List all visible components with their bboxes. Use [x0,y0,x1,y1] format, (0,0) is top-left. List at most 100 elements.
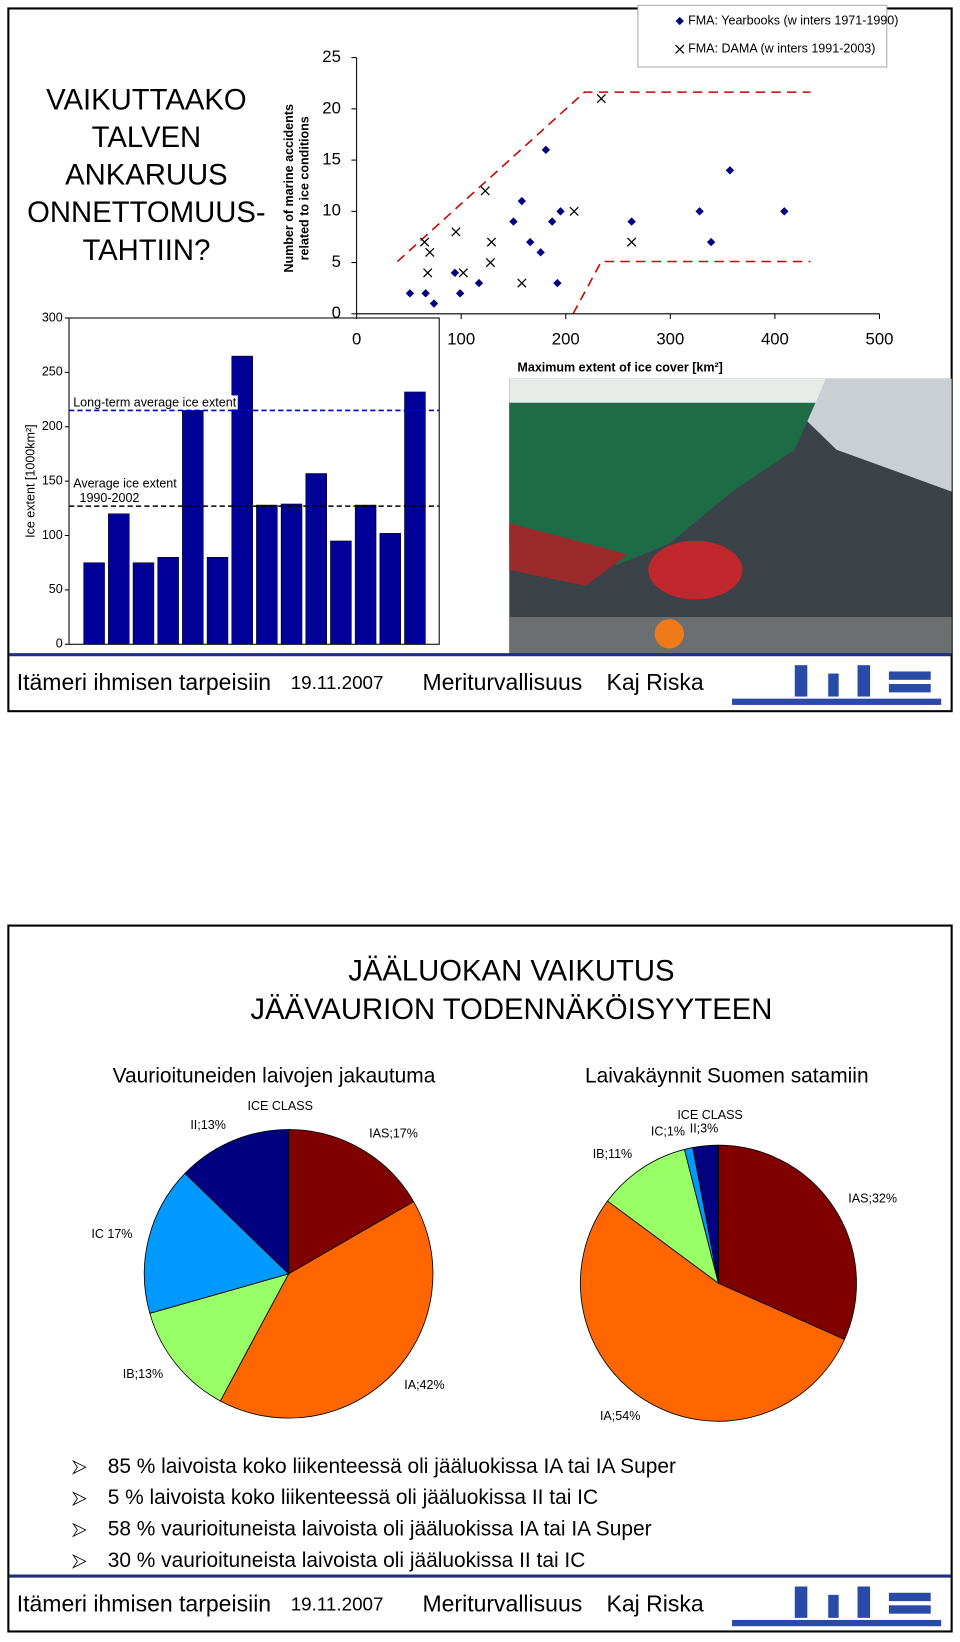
bar [206,556,229,645]
point [780,207,789,216]
bar [256,504,278,645]
bar [354,504,377,645]
legend-marker [675,44,685,54]
logo-part [888,684,931,693]
y-tick-label: 25 [322,47,341,66]
footer-date: 19.11.2007 [291,1593,384,1614]
bar [330,540,352,645]
pie-slice [149,1273,290,1402]
point [536,248,545,257]
legend-label: FMA: DAMA (w inters 1991-2003) [688,42,875,56]
y-tick-label: 0 [332,303,341,322]
footer-text: Meriturvallisuus [422,1590,582,1616]
pie-label: IB;13% [123,1367,163,1381]
bar [305,473,327,645]
pie-slice [184,1129,290,1275]
point [451,227,461,237]
logo [732,1586,942,1627]
pie-title: Laivakäynnit Suomen satamiin [585,1065,869,1088]
bullet-marker [71,1522,87,1538]
logo-part [888,671,931,680]
pie-label: IAS;32% [848,1191,897,1205]
logo-part [732,698,942,705]
point [547,217,557,226]
x-tick-label: 500 [866,329,894,348]
pie-label: IC 17% [91,1227,132,1241]
pie-slice [143,1172,290,1314]
pie-subtitle: ICE CLASS [248,1099,313,1113]
pie-label: IA;54% [600,1409,640,1423]
bar [108,513,130,645]
logo-part [888,1592,931,1602]
point [421,289,430,298]
bar [231,355,253,645]
reference-label: 1990-2002 [79,491,139,505]
pie-label: II;3% [690,1121,719,1135]
x-tick-label: 400 [761,329,789,348]
logo-part [794,665,808,697]
y-tick-label: 250 [42,365,63,379]
point [695,207,704,216]
footer-date: 19.11.2007 [291,672,384,693]
point [627,237,637,247]
legend-marker [675,16,684,26]
pie-slice [692,1144,719,1284]
bullet-text: 5 % laivoista koko liikenteessä oli jääl… [108,1486,598,1509]
slide-title: ONNETTOMUUS- [27,196,265,229]
point [419,237,430,247]
pie-label: IB;11% [593,1147,632,1161]
reference-label: Average ice extent [73,476,177,490]
y-tick-label: 200 [42,419,63,433]
bullet-marker [71,1491,87,1507]
pie-slice [579,1200,846,1422]
y-tick-label: 10 [322,201,341,220]
y-tick-label: 5 [332,252,341,271]
bar [157,556,179,645]
x-tick-label: 200 [552,329,580,348]
pie-slice [718,1144,857,1341]
y-tick-label: 150 [42,473,63,487]
point [455,289,465,298]
point [405,289,415,298]
y-tick-label: 300 [42,310,63,324]
point [569,206,579,216]
y-tick-label: 100 [42,528,63,542]
point [425,247,435,257]
pie-subtitle: ICE CLASS [677,1108,742,1122]
y-tick-label: 0 [56,637,63,651]
point [517,196,527,206]
y-axis-label: related to ice conditions [298,116,312,260]
photo-deck [509,617,952,654]
slide-title: VAIKUTTAAKO [46,83,247,116]
label-bg [78,491,141,506]
footer-text: Kaj Riska [607,1590,704,1616]
point [553,278,562,288]
point [485,257,496,268]
bullet-text: 85 % laivoista koko liikenteessä oli jää… [108,1455,676,1478]
bar [404,391,426,645]
envelope [396,91,811,315]
bar [83,562,105,645]
bullet-text: 58 % vaurioituneista laivoista oli jäälu… [108,1518,652,1541]
slide-title: ANKARUUS [65,159,228,192]
pie-slice [606,1148,720,1285]
logo-part [828,673,839,697]
pie-label: IC;1% [651,1124,685,1138]
photo-hull-red [509,522,628,586]
footer-text: Kaj Riska [607,669,704,695]
legend-box [637,4,888,68]
pie-slice [288,1129,415,1275]
photo-hull [509,378,827,565]
y-tick-label: 15 [322,150,341,169]
point [486,237,497,247]
footer-text: Meriturvallisuus [422,669,582,695]
logo-part [732,1619,942,1627]
logo-part [857,1586,871,1618]
y-axis-label: Number of marine accidents [282,104,296,273]
pie-label: IAS;17% [369,1127,418,1141]
logo [732,665,942,705]
slide-title: JÄÄLUOKAN VAIKUTUS [348,954,674,987]
label-bg [72,395,238,410]
point [458,268,468,278]
pie-label: II;13% [190,1118,226,1132]
